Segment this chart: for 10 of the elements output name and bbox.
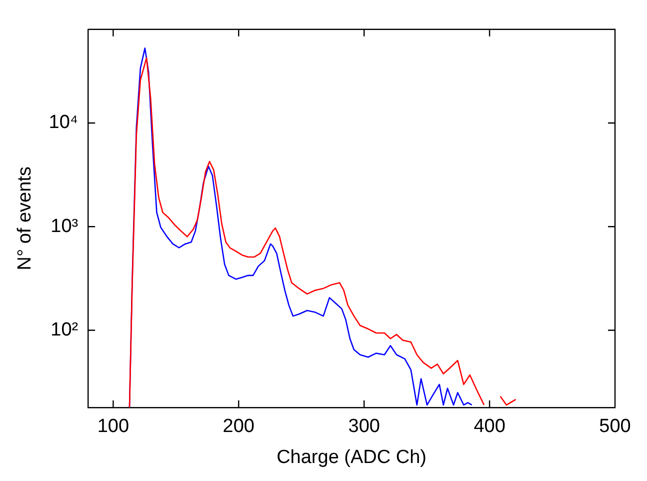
x-tick-label: 100 xyxy=(97,416,130,438)
y-tick-label: 10² xyxy=(50,319,78,340)
x-tick-label: 200 xyxy=(222,416,254,438)
y-tick-label: 10³ xyxy=(50,216,78,237)
x-tick-label: 400 xyxy=(474,416,506,438)
x-tick-label: 300 xyxy=(348,416,380,438)
y-tick-label: 10⁴ xyxy=(48,112,78,134)
x-axis-title: Charge (ADC Ch) xyxy=(276,446,427,468)
y-axis-title: N° of events xyxy=(14,166,36,270)
x-tick-label: 500 xyxy=(599,416,631,438)
